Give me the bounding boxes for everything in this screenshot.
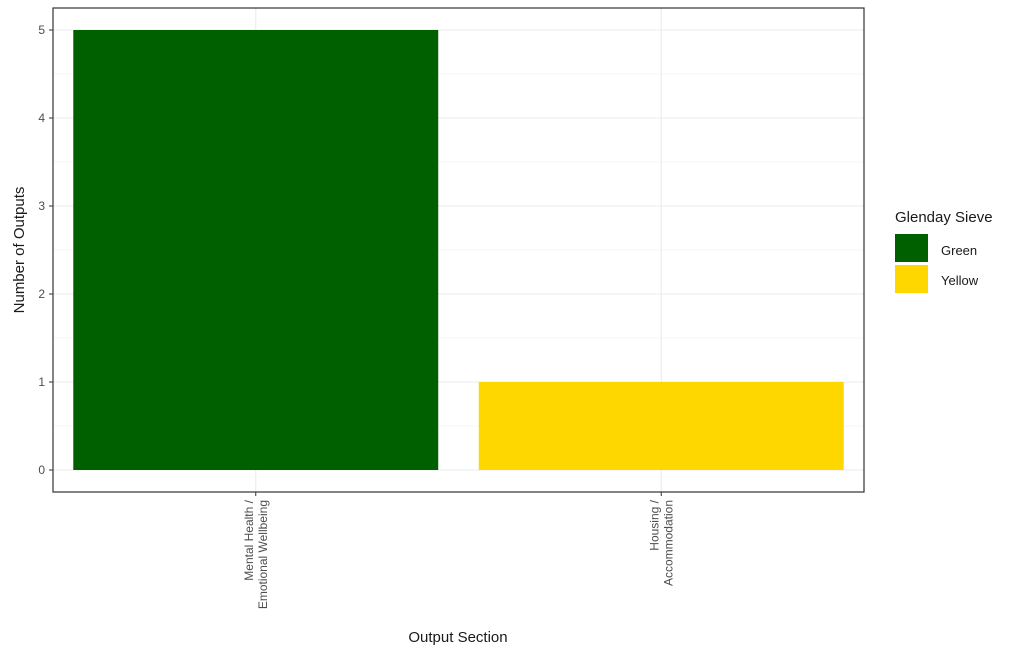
x-tick-label-line: Mental Health / [242,499,256,580]
y-tick-label: 0 [38,463,45,477]
legend: Glenday Sieve Green Yellow [895,209,993,293]
x-tick-label-line: Emotional Wellbeing [256,500,270,609]
bar-green [73,30,439,470]
legend-swatch-green [895,234,928,262]
bar-yellow [478,382,844,470]
x-tick-label: Housing / Accommodation [647,499,675,586]
y-axis-ticks: 0 1 2 3 4 5 [38,23,53,477]
panel-border [52,7,865,493]
y-tick-label: 1 [38,375,45,389]
x-tick-label-line: Housing / [647,499,661,550]
x-axis-ticks: Mental Health / Emotional Wellbeing Housin… [242,492,675,609]
y-axis-title: Number of Outputs [11,187,28,314]
x-tick-label: Mental Health / Emotional Wellbeing [242,499,270,609]
legend-label-yellow: Yellow [941,273,979,288]
y-tick-label: 4 [38,111,45,125]
legend-title: Glenday Sieve [895,209,993,226]
bars [73,30,844,470]
y-tick-label: 3 [38,199,45,213]
x-axis-title: Output Section [408,629,507,646]
x-tick-label-line: Accommodation [661,500,675,586]
legend-swatch-yellow [895,265,928,293]
legend-label-green: Green [941,243,977,258]
y-tick-label: 5 [38,23,45,37]
y-tick-label: 2 [38,287,45,301]
